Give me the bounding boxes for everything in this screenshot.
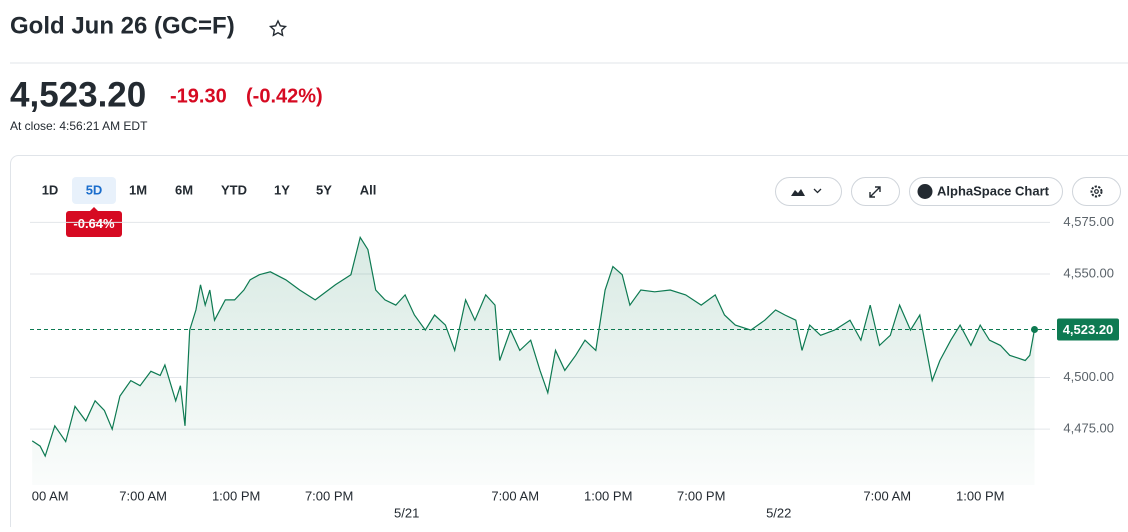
x-tick-label: 00 AM [32, 488, 69, 503]
range-button[interactable]: 6M [175, 182, 193, 197]
quote-title: Gold Jun 26 (GC=F) [10, 12, 235, 39]
range-label: 1M [129, 182, 147, 197]
current-price-label: 4,523.20 [1063, 322, 1114, 337]
date-tick-label: 5/21 [394, 505, 419, 520]
x-tick-label: 1:00 PM [584, 488, 632, 503]
range-button[interactable]: YTD [221, 182, 247, 197]
range-button[interactable]: All [360, 182, 377, 197]
x-tick-label: 7:00 PM [677, 488, 725, 503]
button-frame [776, 178, 842, 206]
button-label: AlphaSpace Chart [937, 183, 1050, 198]
range-label: 5Y [316, 182, 332, 197]
x-tick-label: 7:00 AM [491, 488, 539, 503]
y-tick-label: 4,550.00 [1063, 265, 1114, 280]
range-label: All [360, 182, 377, 197]
x-tick-label: 7:00 PM [305, 488, 353, 503]
price: 4,523.20 [10, 75, 146, 114]
close-time: At close: 4:56:21 AM EDT [10, 119, 148, 133]
price-change: -19.30 [170, 85, 227, 107]
alphaspace-button[interactable]: AlphaSpace Chart [910, 178, 1063, 206]
watchlist-star[interactable] [271, 21, 286, 35]
chart-type-button[interactable] [776, 178, 842, 206]
range-button[interactable]: 1Y [274, 182, 290, 197]
range-label: 5D [86, 182, 103, 197]
range-button[interactable]: 5D [72, 177, 116, 204]
y-tick-label: 4,500.00 [1063, 369, 1114, 384]
button-frame [1073, 178, 1121, 206]
icon [918, 184, 933, 199]
price-change-percent: (-0.42%) [246, 85, 323, 107]
x-tick-label: 1:00 PM [956, 488, 1004, 503]
date-tick-label: 5/22 [766, 505, 791, 520]
range-button[interactable]: 1D [42, 182, 59, 197]
range-label: 6M [175, 182, 193, 197]
range-button[interactable]: 1M [129, 182, 147, 197]
settings-button[interactable] [1073, 178, 1121, 206]
x-tick-label: 7:00 AM [863, 488, 911, 503]
y-tick-label: 4,575.00 [1063, 214, 1114, 229]
x-tick-label: 1:00 PM [212, 488, 260, 503]
range-change: -0.64% [73, 216, 115, 231]
range-label: 1D [42, 182, 59, 197]
range-label: YTD [221, 182, 247, 197]
x-tick-label: 7:00 AM [119, 488, 167, 503]
y-tick-label: 4,475.00 [1063, 421, 1114, 436]
range-button[interactable]: 5Y [316, 182, 332, 197]
range-label: 1Y [274, 182, 290, 197]
last-point [1031, 326, 1038, 333]
expand-button[interactable] [852, 178, 900, 206]
